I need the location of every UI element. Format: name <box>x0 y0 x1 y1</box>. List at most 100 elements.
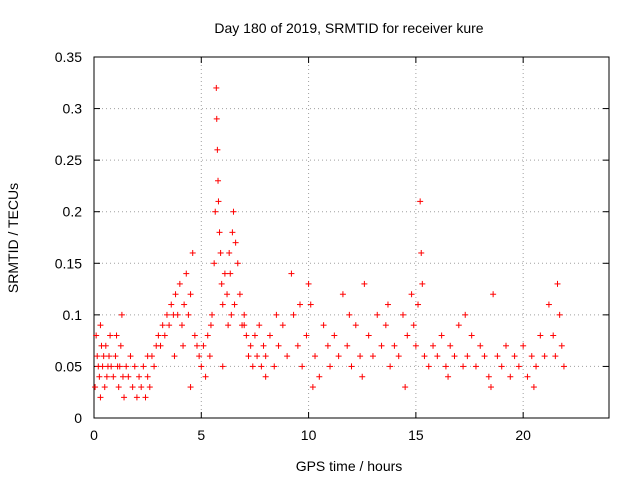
grid <box>94 57 609 418</box>
data-point <box>229 229 236 236</box>
data-point <box>241 311 248 318</box>
data-point <box>382 322 389 329</box>
data-point <box>115 384 122 391</box>
data-point <box>462 311 469 318</box>
data-point <box>121 394 128 401</box>
data-point <box>110 373 117 380</box>
data-point <box>119 373 126 380</box>
data-point <box>207 322 214 329</box>
data-point <box>404 332 411 339</box>
data-point <box>187 384 194 391</box>
data-point <box>395 353 402 360</box>
data-point <box>185 311 192 318</box>
data-point <box>249 363 256 370</box>
data-point <box>524 373 531 380</box>
data-point <box>117 342 124 349</box>
data-point <box>460 363 467 370</box>
data-point <box>118 311 125 318</box>
data-point <box>213 115 220 122</box>
data-point <box>487 384 494 391</box>
data-point <box>228 311 235 318</box>
data-point <box>202 373 209 380</box>
data-point <box>391 342 398 349</box>
data-point <box>327 363 334 370</box>
data-point <box>357 353 364 360</box>
data-point <box>243 332 250 339</box>
data-point <box>112 353 119 360</box>
data-point <box>256 322 263 329</box>
data-point <box>477 342 484 349</box>
data-point <box>163 311 170 318</box>
data-points <box>92 84 567 401</box>
data-point <box>131 363 138 370</box>
data-point <box>434 353 441 360</box>
data-point <box>472 363 479 370</box>
data-point <box>219 363 226 370</box>
x-tick-label: 15 <box>408 427 424 443</box>
data-point <box>103 373 110 380</box>
data-point <box>102 342 109 349</box>
data-point <box>230 208 237 215</box>
data-point <box>219 301 226 308</box>
data-point <box>113 332 120 339</box>
data-point <box>159 322 166 329</box>
data-point <box>189 249 196 256</box>
data-point <box>550 332 557 339</box>
data-point <box>168 301 175 308</box>
data-point <box>290 311 297 318</box>
data-point <box>96 373 103 380</box>
data-point <box>528 353 535 360</box>
data-point <box>181 301 188 308</box>
data-point <box>187 291 194 298</box>
data-point <box>316 373 323 380</box>
data-point <box>297 301 303 308</box>
data-point <box>309 384 316 391</box>
data-point <box>213 84 220 91</box>
data-point <box>100 353 107 360</box>
data-point <box>275 342 282 349</box>
data-point <box>324 342 331 349</box>
x-tick-label: 0 <box>90 427 98 443</box>
data-point <box>299 363 306 370</box>
data-point <box>94 353 101 360</box>
data-point <box>331 332 338 339</box>
data-point <box>365 332 372 339</box>
data-point <box>178 322 185 329</box>
data-point <box>541 353 548 360</box>
data-point <box>144 353 151 360</box>
data-point <box>218 280 225 287</box>
data-point <box>374 311 381 318</box>
data-point <box>107 332 114 339</box>
data-point <box>157 342 164 349</box>
data-point <box>174 311 181 318</box>
data-point <box>361 280 368 287</box>
data-point <box>346 311 353 318</box>
data-point <box>260 342 267 349</box>
data-point <box>127 353 134 360</box>
data-point <box>215 177 222 184</box>
data-point <box>200 342 207 349</box>
data-point <box>530 384 537 391</box>
data-point <box>537 332 544 339</box>
data-point <box>552 353 559 360</box>
data-point <box>468 332 475 339</box>
data-point <box>232 239 239 246</box>
data-point <box>485 373 492 380</box>
data-point <box>545 301 552 308</box>
data-point <box>211 260 218 267</box>
data-point <box>430 342 437 349</box>
y-tick-label: 0.3 <box>63 101 83 117</box>
data-point <box>204 332 211 339</box>
y-tick-label: 0.35 <box>55 49 82 65</box>
data-point <box>217 249 224 256</box>
data-point <box>206 353 213 360</box>
data-point <box>254 353 261 360</box>
data-point <box>166 322 173 329</box>
x-tick-label: 20 <box>515 427 531 443</box>
data-point <box>279 322 286 329</box>
data-point <box>558 342 565 349</box>
data-point <box>425 363 432 370</box>
data-point <box>209 311 216 318</box>
data-point <box>183 270 190 277</box>
data-point <box>419 280 426 287</box>
